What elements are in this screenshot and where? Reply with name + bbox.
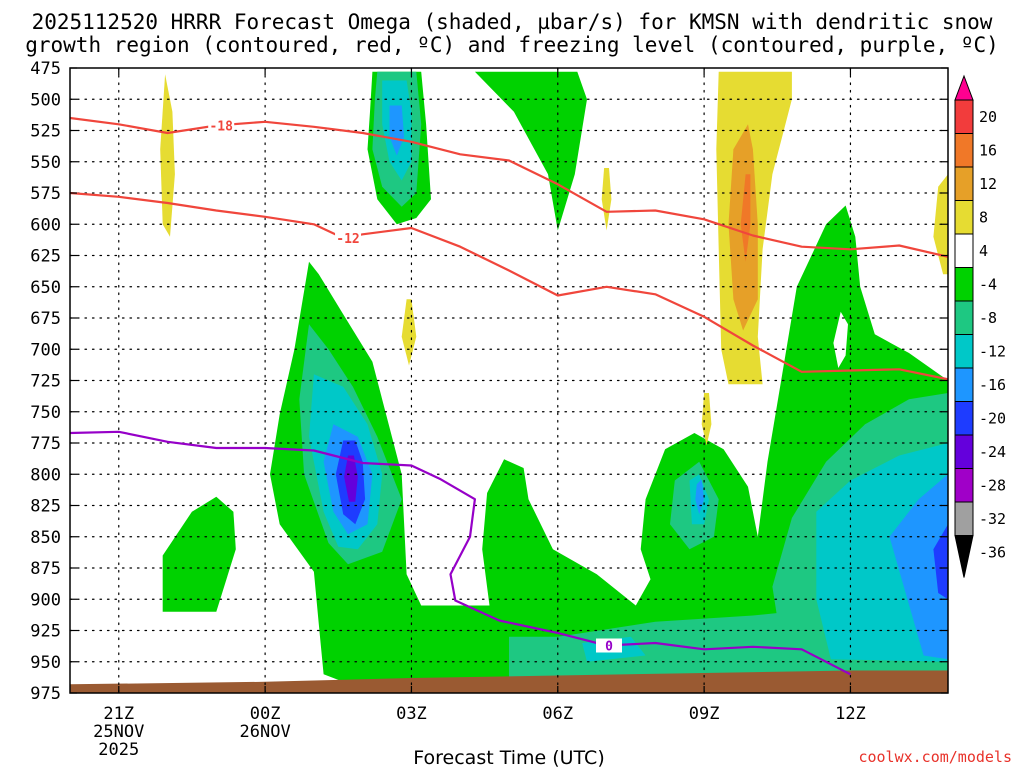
contour-line-0	[70, 430, 851, 676]
contour-label-neg18: -18	[209, 120, 233, 135]
colorbar-segment-5	[954, 233, 974, 268]
omega-shading	[70, 71, 948, 693]
y-tick-label-525: 525	[30, 122, 61, 142]
y-tick-label-550: 550	[30, 153, 61, 173]
plot-area: -12 -18 0	[69, 67, 949, 694]
y-tick-label-850: 850	[30, 528, 61, 548]
colorbar-label-20: 20	[979, 108, 997, 126]
contour-label-bg-neg18	[208, 118, 235, 133]
colorbar-segment-1	[954, 99, 974, 134]
terrain-ground	[70, 670, 948, 693]
omega-region-neg999-0	[833, 311, 848, 368]
y-tick-label-975: 975	[30, 684, 61, 704]
contour-label-bg-neg12	[335, 231, 362, 245]
y-tick-label-925: 925	[30, 622, 61, 642]
colorbar-label-neg16: -16	[979, 376, 1006, 394]
y-tick-label-600: 600	[30, 215, 61, 235]
y-tick-label-675: 675	[30, 309, 61, 329]
colorbar-label-neg24: -24	[979, 443, 1006, 461]
colorbar-segment-3	[954, 166, 974, 201]
contour-label-bg-0	[595, 638, 622, 653]
contour-label-0: 0	[605, 640, 613, 655]
colorbar-bottom-arrow	[954, 535, 974, 578]
x-tick-label-12Z: 12Z	[835, 704, 866, 724]
x-tick-label-09Z: 09Z	[689, 704, 720, 724]
colorbar-segment-4	[954, 200, 974, 235]
y-tick-label-625: 625	[30, 247, 61, 267]
x-tick-year-21Z: 2025	[98, 740, 139, 760]
x-tick-label-03Z: 03Z	[396, 704, 427, 724]
x-tick-date-21Z: 25NOV	[93, 722, 144, 742]
y-tick-label-900: 900	[30, 590, 61, 610]
y-tick-label-575: 575	[30, 184, 61, 204]
x-tick-label-06Z: 06Z	[542, 704, 573, 724]
omega-region-neg4-3	[162, 496, 236, 612]
colorbar-label-neg32: -32	[979, 510, 1006, 528]
omega-region-neg4-1	[474, 71, 587, 231]
colorbar-segment-6	[954, 267, 974, 302]
y-tick-label-475: 475	[30, 59, 61, 79]
colorbar-label-neg4: -4	[979, 276, 997, 294]
colorbar-label-4: 4	[979, 242, 988, 260]
contour-lines: -12 -18 0	[70, 116, 948, 676]
colorbar-label-16: 16	[979, 142, 997, 160]
y-tick-label-650: 650	[30, 278, 61, 298]
colorbar-top-arrow	[954, 74, 974, 101]
colorbar-segment-8	[954, 334, 974, 369]
x-tick-date-00Z: 26NOV	[240, 722, 291, 742]
omega-region-neg24-0	[344, 455, 358, 502]
y-tick-label-875: 875	[30, 559, 61, 579]
omega-region-4-1	[401, 299, 417, 366]
y-tick-label-725: 725	[30, 372, 61, 392]
colorbar-segment-12	[954, 468, 974, 503]
credit-text: coolwx.com/models	[858, 748, 1012, 766]
colorbar-segment-13	[954, 501, 974, 536]
omega-region-4-2	[601, 168, 612, 231]
x-tick-label-00Z: 00Z	[250, 704, 281, 724]
colorbar-label-neg12: -12	[979, 343, 1006, 361]
y-tick-label-800: 800	[30, 465, 61, 485]
colorbar-segment-9	[954, 367, 974, 402]
colorbar-segment-7	[954, 300, 974, 335]
colorbar-segment-11	[954, 434, 974, 469]
colorbar-label-12: 12	[979, 175, 997, 193]
colorbar-label-neg8: -8	[979, 309, 997, 327]
colorbar-label-neg20: -20	[979, 410, 1006, 428]
colorbar-label-8: 8	[979, 209, 988, 227]
x-axis-label: Forecast Time (UTC)	[413, 747, 604, 768]
colorbar-segment-2	[954, 133, 974, 168]
y-tick-label-825: 825	[30, 497, 61, 517]
y-tick-label-775: 775	[30, 434, 61, 454]
colorbar-label-neg28: -28	[979, 477, 1006, 495]
y-tick-label-950: 950	[30, 653, 61, 673]
omega-region-neg16-3	[889, 474, 948, 660]
colorbar-label-neg36: -36	[979, 544, 1006, 562]
omega-region-12-0	[740, 174, 751, 262]
omega-region-neg16-0	[389, 105, 405, 156]
y-tick-label-700: 700	[30, 340, 61, 360]
chart-subtitle: growth region (contoured, red, ºC) and f…	[25, 33, 999, 57]
chart-title: 2025112520 HRRR Forecast Omega (shaded, …	[32, 10, 993, 34]
axes: 475 500 525 550 575 600 625 650 675 700 725 750 775 8…	[30, 59, 949, 760]
omega-region-4-0	[160, 74, 175, 237]
omega-region-neg20-1	[933, 524, 948, 600]
contour-line-neg12	[70, 191, 948, 381]
colorbar: 20 16 12 8 4 -4 -8 -12 -16 -20 -24 -28 -32 -36	[954, 74, 1006, 578]
y-tick-label-500: 500	[30, 90, 61, 110]
x-tick-label-21Z: 21Z	[103, 704, 134, 724]
colorbar-segment-10	[954, 401, 974, 436]
contour-label-neg12: -12	[336, 232, 359, 247]
y-tick-label-750: 750	[30, 403, 61, 423]
